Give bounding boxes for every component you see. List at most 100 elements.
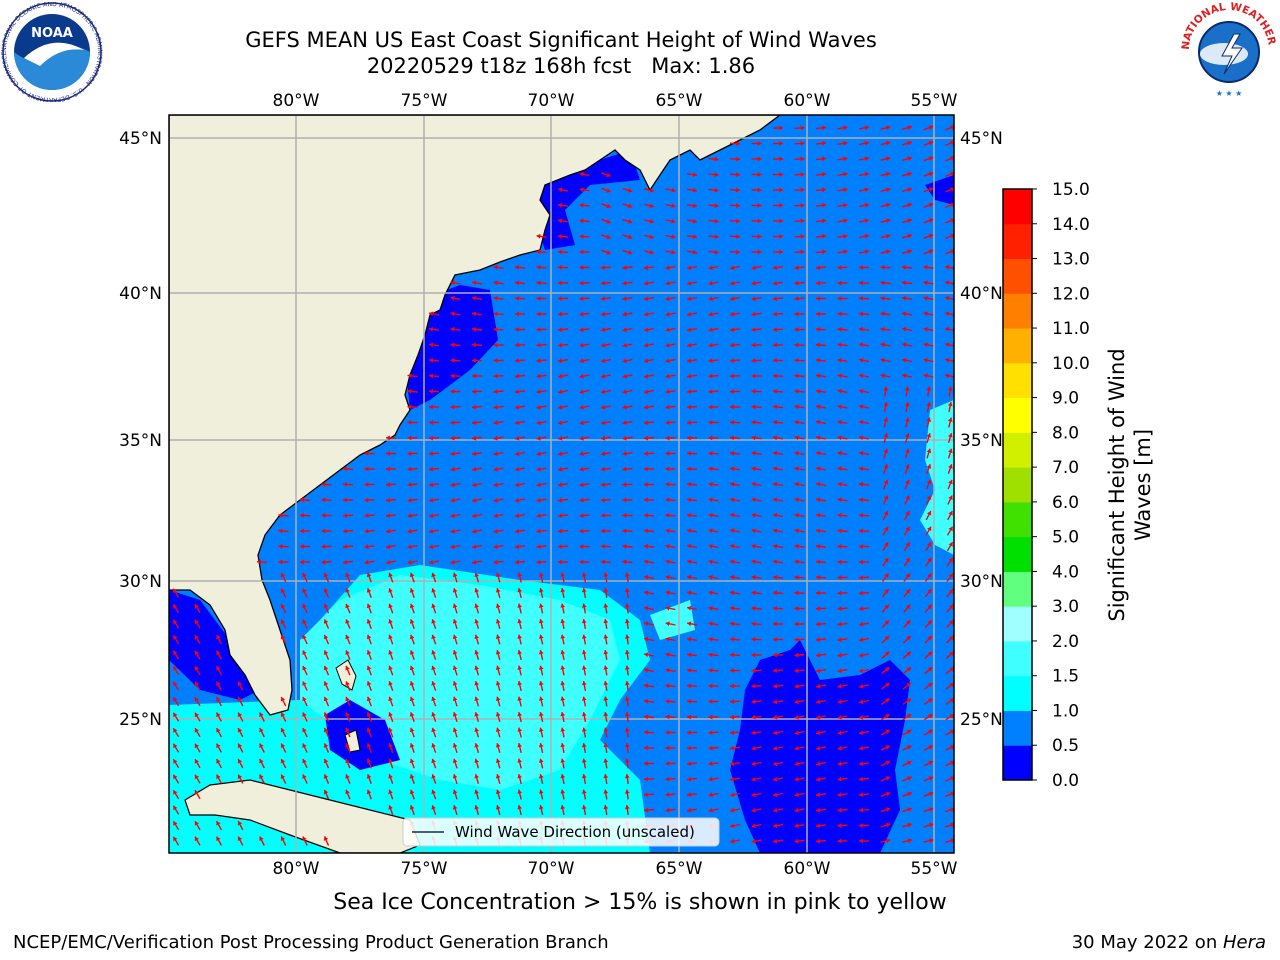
wave-arrow-head [708,311,713,317]
wave-arrow-head [687,652,692,658]
wave-arrow-head [386,451,390,456]
wave-arrow-head [388,789,393,795]
wave-arrow-head [794,296,799,301]
wave-arrow-head [237,821,243,826]
wave-arrow-head [665,451,670,456]
wave-arrow-head [751,574,756,580]
wave-arrow-head [837,280,842,286]
wave-arrow-head [259,836,264,841]
wave-arrow-head [560,743,566,748]
wave-arrow-head [884,557,889,563]
wave-arrow-head [751,512,756,518]
wave-arrow-head [452,805,458,810]
wave-arrow-head [560,696,566,701]
wave-arrow-head [864,218,869,224]
wave-arrow-head [603,634,609,639]
wave-arrow-head [386,466,390,472]
wave-arrow-head [493,420,498,426]
wave-arrow-head [779,187,783,193]
wave-arrow-head [429,404,433,410]
wave-arrow-head [794,652,799,658]
wave-arrow-head [837,327,842,332]
wave-arrow-head [321,544,326,549]
wave-arrow-head [886,249,891,254]
wave-arrow-head [708,574,713,580]
wave-arrow-head [581,696,587,701]
wave-arrow-head [751,311,756,317]
wave-arrow-head [816,714,821,720]
wave-arrow-head [302,774,307,779]
wave-arrow-head [708,280,713,286]
wave-arrow-head [671,187,676,193]
wave-arrow-head [493,482,498,488]
wave-arrow-head [493,528,498,534]
wave-arrow-head [628,219,633,224]
wave-arrow-head [644,389,649,395]
wave-arrow-head [345,789,350,795]
wave-arrow-head [366,758,372,764]
wave-arrow-head [751,497,756,503]
wave-arrow-head [864,140,869,146]
wave-arrow-head [906,683,911,688]
lon-labels-top: 80°W 75°W 70°W 65°W 60°W 55°W [273,91,958,111]
wave-arrow-head [280,759,286,764]
wave-arrow-head [429,513,434,519]
wave-arrow-head [945,373,950,379]
wave-arrow-head [928,202,934,208]
wave-arrow-head [907,249,912,254]
wave-arrow-head [843,249,848,255]
wave-arrow-head [407,373,412,379]
wave-arrow-head [950,218,954,223]
wave-arrow-head [692,187,697,193]
wave-arrow-head [579,482,584,487]
wave-arrow-head [821,218,826,224]
wave-arrow-head [624,619,630,624]
wave-arrow-head [644,621,649,627]
wave-arrow-head [558,389,563,395]
wave-arrow-head [816,621,820,627]
wave-arrow-head [708,543,713,549]
wave-arrow-head [431,805,436,810]
wave-arrow-head [515,513,520,519]
wave-arrow-head [730,466,735,472]
wave-arrow-head [945,357,950,363]
wave-arrow-head [751,714,756,720]
wave-arrow-head [495,634,501,639]
colorbar-swatch [1003,640,1032,677]
wave-arrow-head [730,745,735,751]
wave-arrow-head [929,838,934,844]
wave-arrow-head [302,666,307,671]
wave-arrow-head [431,619,436,624]
colorbar-swatch [1003,536,1032,572]
wave-arrow-head [431,727,436,733]
wave-arrow-head [173,588,178,594]
wave-arrow-head [708,296,713,302]
wave-arrow-head [474,727,479,732]
wave-arrow-head [579,559,584,565]
wave-arrow-head [950,249,954,254]
wave-arrow-head [173,650,178,656]
wave-arrow-head [687,435,691,441]
wave-arrow-head [736,141,740,146]
wave-arrow-head [409,805,415,810]
wave-arrow-head [515,544,520,550]
wave-arrow-head [794,621,799,627]
wave-arrow-head [560,681,566,686]
wave-arrow-head [906,636,911,641]
wave-arrow-head [173,836,178,842]
wave-arrow-head [431,743,436,748]
wave-arrow-head [517,634,522,639]
wave-arrow-head [751,761,756,767]
wave-arrow-head [885,807,891,812]
wave-arrow-head [280,619,286,624]
wave-arrow-head [237,728,243,733]
wave-arrow-head [622,497,627,503]
wave-arrow-head [216,759,221,764]
wave-arrow-head [579,311,584,317]
wave-arrow-head [536,420,541,426]
colorbar-swatch [1003,362,1032,399]
wave-arrow-head [907,187,912,192]
wave-arrow-head [907,776,912,781]
wave-arrow-head [905,495,910,500]
wave-zone-low-bahamas [325,700,400,770]
